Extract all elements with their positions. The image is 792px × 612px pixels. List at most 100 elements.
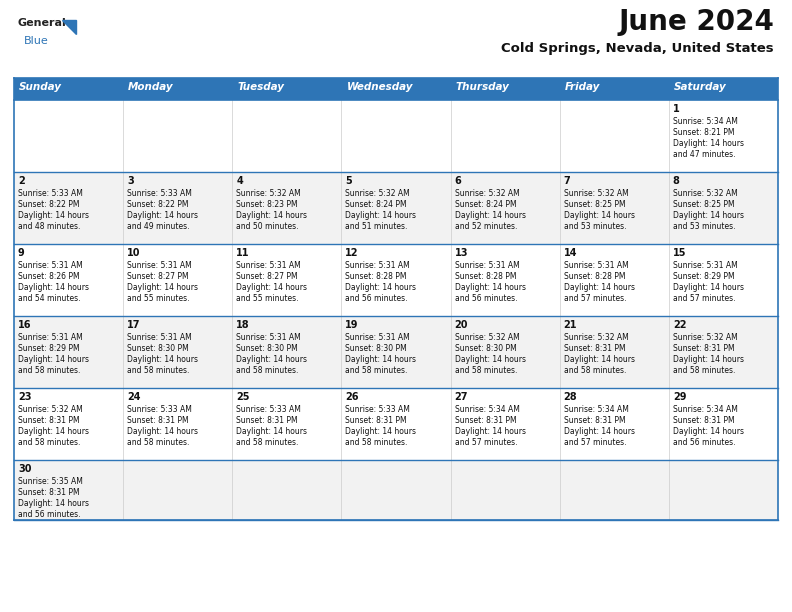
Text: and 58 minutes.: and 58 minutes. xyxy=(236,438,299,447)
Text: Saturday: Saturday xyxy=(674,82,726,92)
Text: and 57 minutes.: and 57 minutes. xyxy=(564,294,626,303)
Text: Sunset: 8:25 PM: Sunset: 8:25 PM xyxy=(564,200,626,209)
Text: Daylight: 14 hours: Daylight: 14 hours xyxy=(345,427,417,436)
Text: and 58 minutes.: and 58 minutes. xyxy=(345,438,408,447)
Text: and 57 minutes.: and 57 minutes. xyxy=(455,438,517,447)
Text: Sunset: 8:27 PM: Sunset: 8:27 PM xyxy=(128,272,188,281)
Text: Sunset: 8:31 PM: Sunset: 8:31 PM xyxy=(345,416,407,425)
Text: Daylight: 14 hours: Daylight: 14 hours xyxy=(345,355,417,364)
Text: Daylight: 14 hours: Daylight: 14 hours xyxy=(345,283,417,292)
Text: Daylight: 14 hours: Daylight: 14 hours xyxy=(673,211,744,220)
Text: and 51 minutes.: and 51 minutes. xyxy=(345,222,408,231)
Text: Sunset: 8:27 PM: Sunset: 8:27 PM xyxy=(236,272,298,281)
Text: Sunset: 8:28 PM: Sunset: 8:28 PM xyxy=(455,272,516,281)
Text: Sunset: 8:31 PM: Sunset: 8:31 PM xyxy=(673,416,734,425)
Text: and 56 minutes.: and 56 minutes. xyxy=(455,294,517,303)
Bar xyxy=(560,78,669,100)
Text: Daylight: 14 hours: Daylight: 14 hours xyxy=(236,355,307,364)
Text: and 48 minutes.: and 48 minutes. xyxy=(18,222,80,231)
Text: Wednesday: Wednesday xyxy=(346,82,413,92)
Polygon shape xyxy=(62,20,76,34)
Text: 15: 15 xyxy=(673,248,687,258)
Bar xyxy=(14,100,778,172)
Bar xyxy=(451,78,560,100)
Text: Sunrise: 5:32 AM: Sunrise: 5:32 AM xyxy=(564,189,629,198)
Text: Sunrise: 5:34 AM: Sunrise: 5:34 AM xyxy=(673,117,737,126)
Bar xyxy=(123,78,232,100)
Text: Sunset: 8:31 PM: Sunset: 8:31 PM xyxy=(455,416,516,425)
Text: 8: 8 xyxy=(673,176,680,186)
Bar xyxy=(669,78,778,100)
Text: 25: 25 xyxy=(236,392,249,402)
Text: Sunset: 8:21 PM: Sunset: 8:21 PM xyxy=(673,128,734,137)
Text: Daylight: 14 hours: Daylight: 14 hours xyxy=(564,211,634,220)
Bar xyxy=(14,244,778,316)
Text: 24: 24 xyxy=(128,392,141,402)
Text: Sunset: 8:25 PM: Sunset: 8:25 PM xyxy=(673,200,734,209)
Text: 21: 21 xyxy=(564,320,577,330)
Text: 2: 2 xyxy=(18,176,25,186)
Text: Daylight: 14 hours: Daylight: 14 hours xyxy=(18,499,89,508)
Text: Sunrise: 5:32 AM: Sunrise: 5:32 AM xyxy=(673,189,737,198)
Bar xyxy=(14,172,778,244)
Text: Sunrise: 5:32 AM: Sunrise: 5:32 AM xyxy=(345,189,410,198)
Bar xyxy=(232,78,341,100)
Text: and 58 minutes.: and 58 minutes. xyxy=(128,438,189,447)
Text: Daylight: 14 hours: Daylight: 14 hours xyxy=(18,427,89,436)
Text: 17: 17 xyxy=(128,320,141,330)
Text: 16: 16 xyxy=(18,320,32,330)
Text: and 58 minutes.: and 58 minutes. xyxy=(564,366,626,375)
Text: Daylight: 14 hours: Daylight: 14 hours xyxy=(455,283,526,292)
Text: Sunrise: 5:32 AM: Sunrise: 5:32 AM xyxy=(455,189,520,198)
Text: Daylight: 14 hours: Daylight: 14 hours xyxy=(128,211,198,220)
Text: Sunrise: 5:31 AM: Sunrise: 5:31 AM xyxy=(345,261,410,270)
Text: and 53 minutes.: and 53 minutes. xyxy=(564,222,626,231)
Text: 1: 1 xyxy=(673,104,680,114)
Text: Sunset: 8:28 PM: Sunset: 8:28 PM xyxy=(345,272,407,281)
Text: Sunrise: 5:31 AM: Sunrise: 5:31 AM xyxy=(18,261,82,270)
Text: Daylight: 14 hours: Daylight: 14 hours xyxy=(18,283,89,292)
Text: and 56 minutes.: and 56 minutes. xyxy=(673,438,735,447)
Text: and 56 minutes.: and 56 minutes. xyxy=(18,510,81,519)
Text: 19: 19 xyxy=(345,320,359,330)
Text: Daylight: 14 hours: Daylight: 14 hours xyxy=(673,139,744,148)
Text: 23: 23 xyxy=(18,392,32,402)
Text: Sunrise: 5:32 AM: Sunrise: 5:32 AM xyxy=(673,333,737,342)
Bar xyxy=(341,78,451,100)
Text: and 57 minutes.: and 57 minutes. xyxy=(564,438,626,447)
Text: 26: 26 xyxy=(345,392,359,402)
Text: 27: 27 xyxy=(455,392,468,402)
Bar xyxy=(14,316,778,388)
Text: Sunrise: 5:32 AM: Sunrise: 5:32 AM xyxy=(236,189,301,198)
Text: Daylight: 14 hours: Daylight: 14 hours xyxy=(18,211,89,220)
Text: 30: 30 xyxy=(18,464,32,474)
Text: Friday: Friday xyxy=(565,82,600,92)
Text: 3: 3 xyxy=(128,176,134,186)
Text: Sunset: 8:31 PM: Sunset: 8:31 PM xyxy=(236,416,298,425)
Text: Sunrise: 5:31 AM: Sunrise: 5:31 AM xyxy=(673,261,737,270)
Text: Sunset: 8:31 PM: Sunset: 8:31 PM xyxy=(18,488,80,497)
Text: and 49 minutes.: and 49 minutes. xyxy=(128,222,189,231)
Text: Sunset: 8:29 PM: Sunset: 8:29 PM xyxy=(18,344,80,353)
Text: Sunrise: 5:31 AM: Sunrise: 5:31 AM xyxy=(236,333,301,342)
Text: 11: 11 xyxy=(236,248,249,258)
Text: and 58 minutes.: and 58 minutes. xyxy=(345,366,408,375)
Text: Sunset: 8:30 PM: Sunset: 8:30 PM xyxy=(128,344,189,353)
Text: Sunrise: 5:31 AM: Sunrise: 5:31 AM xyxy=(18,333,82,342)
Text: and 58 minutes.: and 58 minutes. xyxy=(673,366,735,375)
Text: Daylight: 14 hours: Daylight: 14 hours xyxy=(455,211,526,220)
Text: Daylight: 14 hours: Daylight: 14 hours xyxy=(564,355,634,364)
Text: Cold Springs, Nevada, United States: Cold Springs, Nevada, United States xyxy=(501,42,774,55)
Text: Sunset: 8:28 PM: Sunset: 8:28 PM xyxy=(564,272,625,281)
Text: Daylight: 14 hours: Daylight: 14 hours xyxy=(455,427,526,436)
Text: and 53 minutes.: and 53 minutes. xyxy=(673,222,735,231)
Text: Daylight: 14 hours: Daylight: 14 hours xyxy=(128,355,198,364)
Text: Sunday: Sunday xyxy=(19,82,62,92)
Text: Sunrise: 5:31 AM: Sunrise: 5:31 AM xyxy=(236,261,301,270)
Text: Sunset: 8:24 PM: Sunset: 8:24 PM xyxy=(455,200,516,209)
Text: Daylight: 14 hours: Daylight: 14 hours xyxy=(236,427,307,436)
Text: Blue: Blue xyxy=(24,36,49,46)
Text: Sunrise: 5:34 AM: Sunrise: 5:34 AM xyxy=(564,405,629,414)
Text: Sunrise: 5:32 AM: Sunrise: 5:32 AM xyxy=(18,405,82,414)
Text: Daylight: 14 hours: Daylight: 14 hours xyxy=(18,355,89,364)
